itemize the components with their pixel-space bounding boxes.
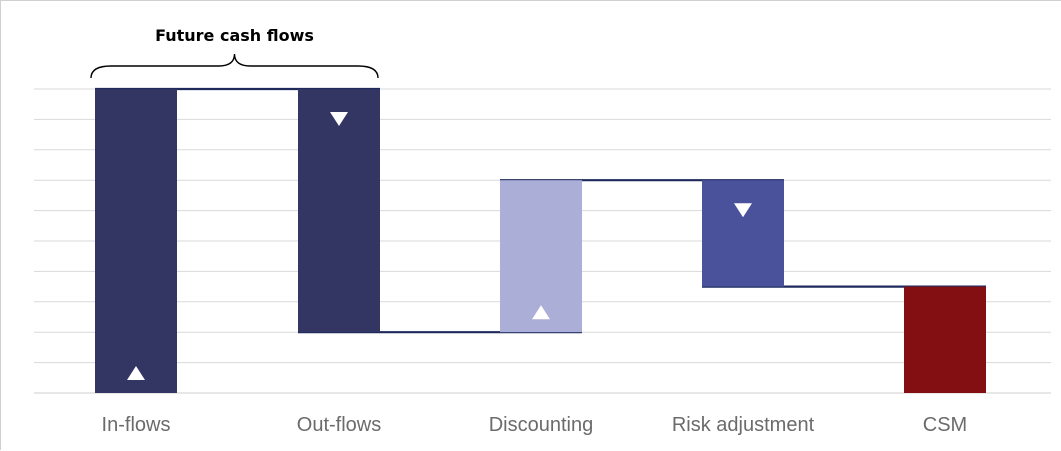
category-label: Out-flows [297,414,381,436]
category-label: Discounting [489,414,594,436]
up-triangle-icon [127,366,145,380]
bar-out-flows [298,89,380,333]
bracket-label: Future cash flows [155,26,314,45]
up-triangle-icon [532,305,550,320]
category-label: Risk adjustment [672,414,815,436]
direction-markers [127,112,752,380]
future-cash-flows-bracket: Future cash flows [90,26,379,79]
category-labels: In-flows Out-flows Discounting Risk adjustm… [102,414,968,436]
bar-csm [904,286,986,393]
down-triangle-icon [734,203,752,218]
category-label: CSM [923,414,967,436]
down-triangle-icon [330,112,348,126]
bracket-brace [90,53,379,79]
bar-in-flows [95,89,177,393]
category-label: In-flows [102,414,171,436]
bar-risk-adjustment [702,180,784,287]
